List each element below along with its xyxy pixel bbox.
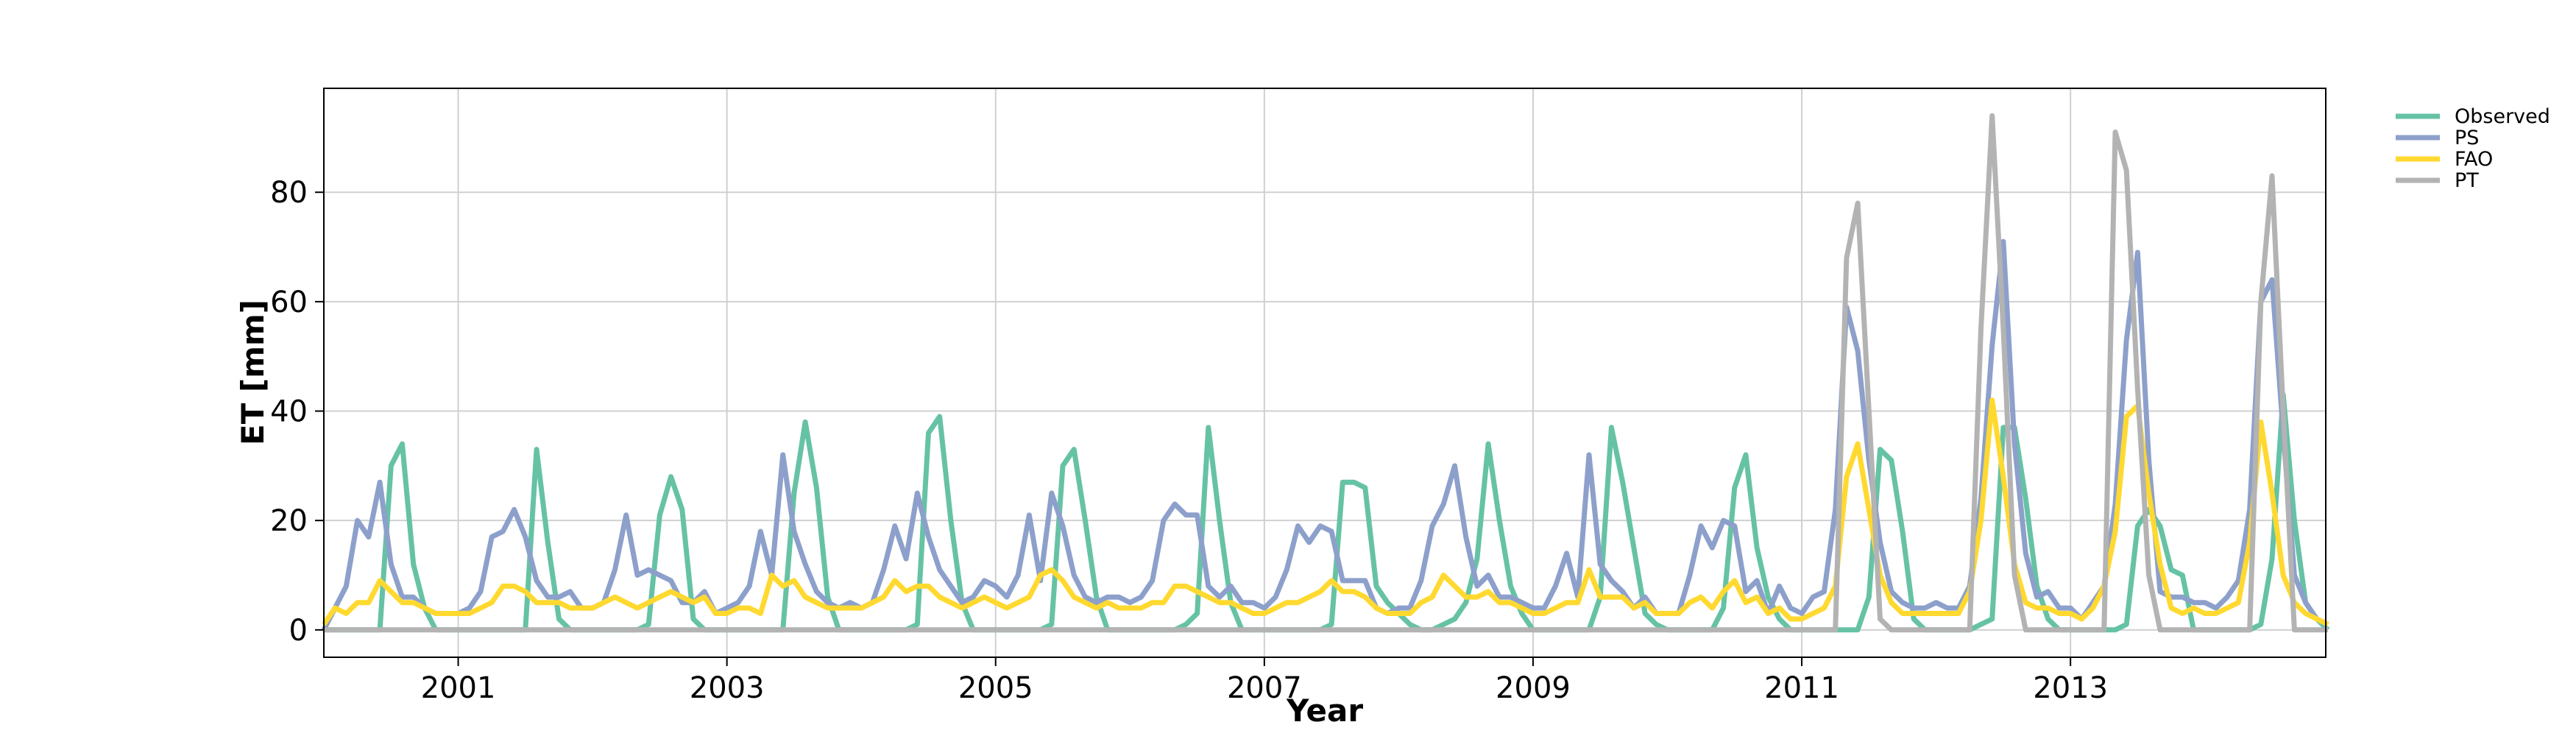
y-tick-label: 40 bbox=[270, 395, 308, 429]
x-axis: 2001 2003 2005 2007 2009 2011 2013 bbox=[421, 657, 2108, 705]
x-tick-label: 2009 bbox=[1496, 671, 1571, 705]
legend-label-pt: PT bbox=[2455, 169, 2479, 192]
plot-frame bbox=[323, 88, 2326, 658]
legend-label-ps: PS bbox=[2455, 127, 2479, 149]
y-axis-title: ET [mm] bbox=[235, 300, 271, 445]
x-tick-label: 2005 bbox=[958, 671, 1033, 705]
x-axis-title: Year bbox=[1286, 693, 1363, 729]
x-tick-label: 2001 bbox=[421, 671, 496, 705]
series-line-ps bbox=[321, 238, 2329, 631]
x-tick-label: 2011 bbox=[1764, 671, 1839, 705]
y-axis: 0 20 40 60 80 bbox=[270, 176, 324, 648]
legend-label-fao: FAO bbox=[2455, 148, 2493, 171]
y-tick-label: 0 bbox=[289, 614, 308, 648]
y-tick-label: 20 bbox=[270, 504, 308, 538]
series-line-observed bbox=[324, 392, 2330, 633]
legend-label-observed: Observed bbox=[2455, 105, 2550, 128]
y-tick-label: 60 bbox=[270, 286, 308, 319]
grid-lines bbox=[324, 88, 2326, 657]
series-lines bbox=[321, 113, 2330, 633]
x-tick-label: 2007 bbox=[1227, 671, 1302, 705]
series-line-fao bbox=[322, 397, 2329, 627]
x-tick-label: 2013 bbox=[2033, 671, 2108, 705]
series-line-pt bbox=[324, 113, 2328, 633]
x-tick-label: 2003 bbox=[690, 671, 765, 705]
y-tick-label: 80 bbox=[270, 176, 308, 210]
